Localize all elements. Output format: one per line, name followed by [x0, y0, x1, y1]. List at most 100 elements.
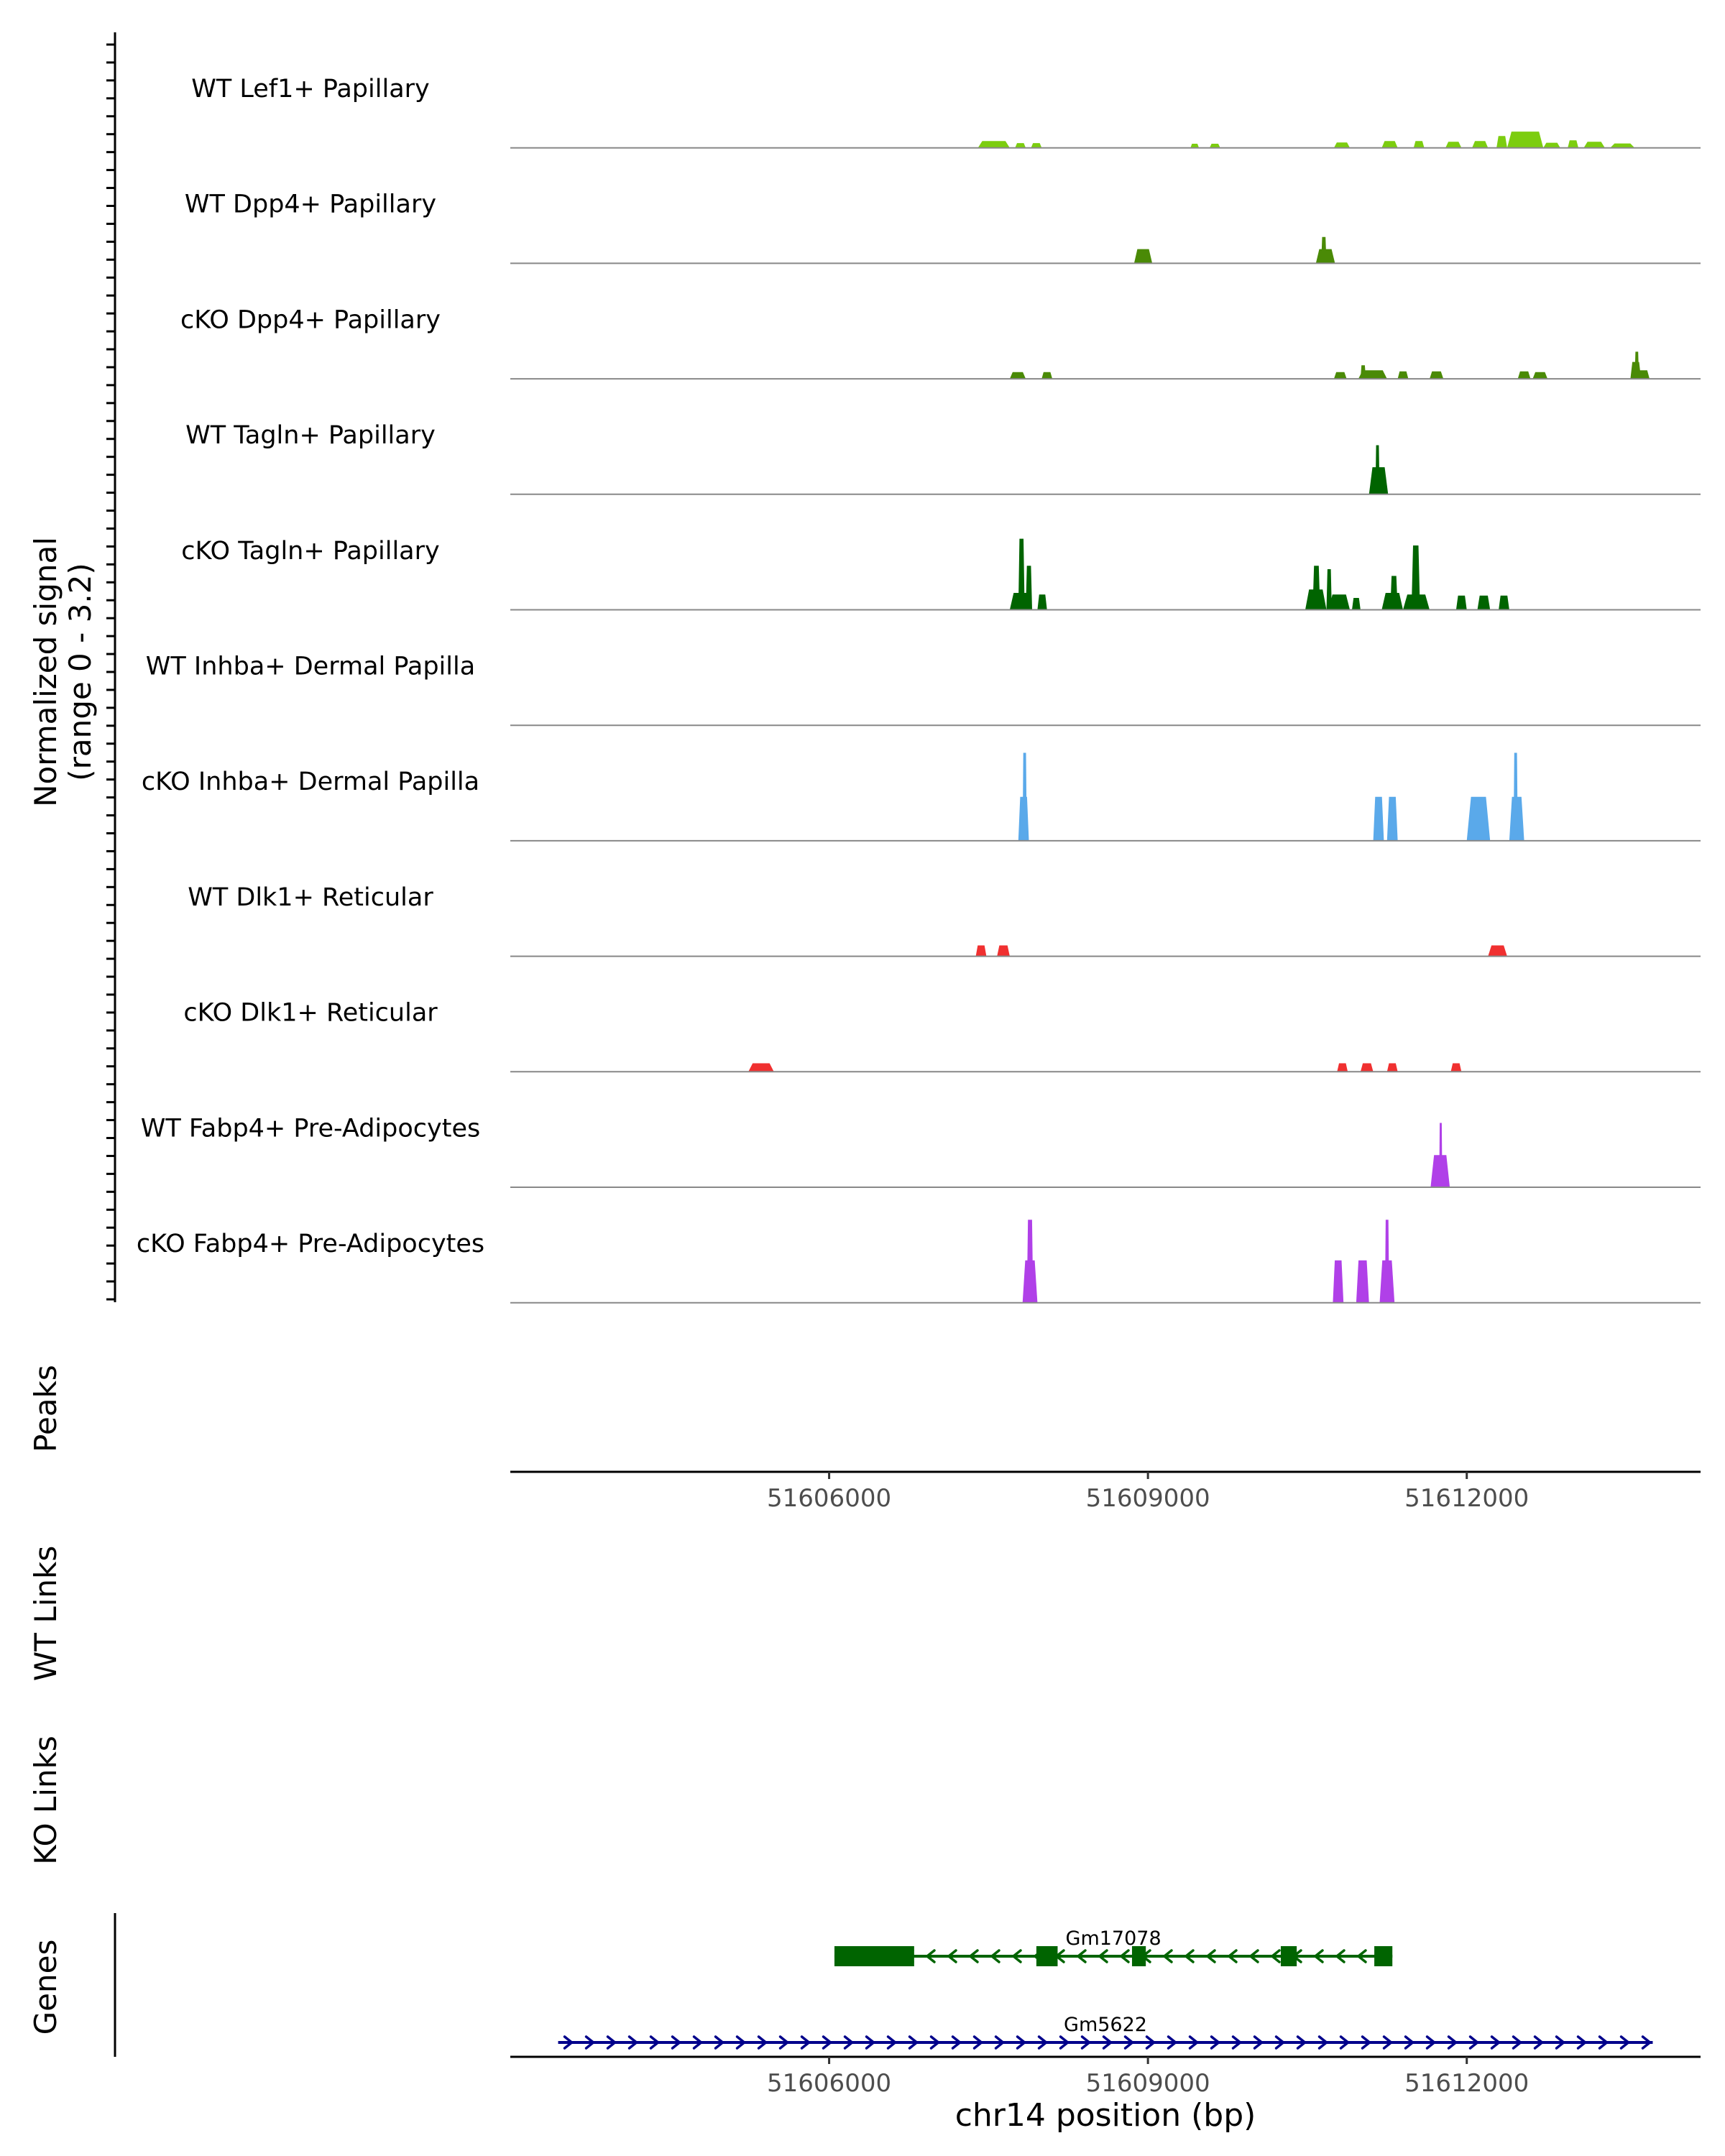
- signal-peak: [1375, 445, 1380, 494]
- gene-exon: [1280, 1946, 1297, 1966]
- signal-peak: [1356, 1260, 1369, 1303]
- signal-peak: [1450, 1063, 1462, 1072]
- signal-peak: [1031, 143, 1042, 148]
- signal-peak: [1015, 143, 1026, 148]
- signal-peak: [1190, 144, 1200, 148]
- signal-peak: [1439, 1123, 1443, 1187]
- track-3: cKO Dpp4+ Papillary: [180, 305, 1701, 380]
- gene-label: Gm17078: [1066, 1927, 1162, 1950]
- signal-peak: [1312, 566, 1320, 610]
- wt-links-panel-label: WT Links: [28, 1546, 63, 1681]
- strand-arrow-icon: [1080, 2035, 1092, 2050]
- strand-arrow-icon: [1339, 2035, 1351, 2050]
- signal-peak: [997, 945, 1010, 957]
- track-label: WT Dpp4+ Papillary: [185, 190, 436, 219]
- strand-arrow-icon: [1248, 1949, 1259, 1963]
- signal-peak: [1373, 796, 1384, 841]
- signal-peak: [1466, 796, 1491, 841]
- strand-arrow-icon: [1533, 2035, 1545, 2050]
- gene-exon: [1036, 1946, 1058, 1966]
- strand-arrow-icon: [692, 2035, 704, 2050]
- signal-peak: [1037, 594, 1047, 610]
- gene-exon: [1374, 1946, 1393, 1966]
- strand-arrow-icon: [1576, 2035, 1588, 2050]
- signal-peak: [1513, 752, 1518, 841]
- strand-arrow-icon: [865, 2035, 876, 2050]
- strand-arrow-icon: [1512, 2035, 1523, 2050]
- signal-peak: [1610, 143, 1635, 148]
- strand-arrow-icon: [1059, 2035, 1070, 2050]
- signal-peak: [1506, 132, 1544, 148]
- signal-peak: [1386, 1063, 1398, 1072]
- signal-peak: [1022, 752, 1027, 841]
- genes-x-axis-ticks: 51606000 51609000 51612000: [767, 2057, 1529, 2098]
- signal-peak: [1496, 136, 1507, 148]
- signal-peak: [1384, 1220, 1389, 1303]
- signal-peak: [1499, 595, 1509, 610]
- gene-models: Gm17078 Gm5622: [558, 1927, 1653, 2050]
- strand-arrow-icon: [1227, 1949, 1238, 1963]
- x-tick-label: 51612000: [1404, 1484, 1529, 1513]
- track-6: WT Inhba+ Dermal Papilla: [146, 653, 1701, 727]
- signal-peak: [748, 1063, 774, 1072]
- strand-arrow-icon: [1016, 2035, 1027, 2050]
- track-4: WT Tagln+ Papillary: [185, 421, 1701, 495]
- signal-peak: [1386, 796, 1398, 841]
- signal-peak: [1333, 372, 1347, 379]
- x-tick-label: 51612000: [1404, 2069, 1529, 2098]
- strand-arrow-icon: [1076, 1949, 1087, 1963]
- signal-y-axis: [106, 32, 116, 1302]
- strand-arrow-icon: [1184, 1949, 1195, 1963]
- strand-arrow-icon: [1037, 2035, 1049, 2050]
- ko-links-panel-label: KO Links: [28, 1736, 63, 1865]
- track-5: cKO Tagln+ Papillary: [181, 537, 1701, 611]
- signal-peak: [1321, 236, 1327, 264]
- signal-peak: [975, 945, 987, 957]
- strand-arrow-icon: [563, 2035, 574, 2050]
- strand-arrow-icon: [1404, 2035, 1415, 2050]
- strand-arrow-icon: [1231, 2035, 1243, 2050]
- signal-peak: [1517, 371, 1531, 379]
- signal-peak: [978, 141, 1010, 148]
- track-label: cKO Fabp4+ Pre-Adipocytes: [137, 1230, 484, 1258]
- signal-peak: [1337, 1063, 1348, 1072]
- strand-arrow-icon: [606, 2035, 617, 2050]
- signal-peak: [1333, 1260, 1344, 1303]
- gene-gm5622: Gm5622: [558, 2014, 1653, 2050]
- signal-peak: [1411, 545, 1420, 610]
- track-label: cKO Inhba+ Dermal Papilla: [142, 768, 479, 796]
- signal-peak: [1333, 142, 1351, 148]
- strand-arrow-icon: [1317, 2035, 1329, 2050]
- gene-gm17078: Gm17078: [834, 1927, 1393, 1966]
- strand-arrow-icon: [1011, 1949, 1022, 1963]
- signal-peak: [1634, 351, 1639, 379]
- signal-peak: [1209, 144, 1220, 148]
- track-label: WT Dlk1+ Reticular: [188, 883, 433, 912]
- strand-arrow-icon: [1490, 2035, 1501, 2050]
- strand-arrow-icon: [990, 1949, 1000, 1963]
- strand-arrow-icon: [1468, 2035, 1480, 2050]
- strand-arrow-icon: [1641, 2035, 1652, 2050]
- signal-peak: [1445, 142, 1462, 148]
- signal-peak: [1472, 141, 1489, 148]
- gene-exon: [834, 1946, 914, 1966]
- strand-arrow-icon: [908, 2035, 919, 2050]
- signal-peak: [1326, 569, 1332, 610]
- x-tick-label: 51609000: [1086, 1484, 1210, 1513]
- signal-peak: [1018, 538, 1025, 610]
- track-label: cKO Tagln+ Papillary: [181, 537, 440, 566]
- signal-peak: [1488, 945, 1507, 957]
- signal-peak: [1543, 142, 1560, 148]
- signal-peak: [1026, 566, 1032, 610]
- strand-arrow-icon: [1335, 1949, 1346, 1963]
- signal-tracks: WT Lef1+ Papillary WT Dpp4+ Papillary cKO …: [137, 75, 1701, 1304]
- strand-arrow-icon: [886, 2035, 898, 2050]
- signal-ylabel: Normalized signal: [28, 537, 63, 807]
- track-label: WT Inhba+ Dermal Papilla: [146, 653, 475, 681]
- strand-arrow-icon: [929, 2035, 941, 2050]
- track-10: WT Fabp4+ Pre-Adipocytes: [141, 1114, 1701, 1188]
- strand-arrow-icon: [1119, 1949, 1130, 1963]
- strand-arrow-icon: [1425, 2035, 1437, 2050]
- track-1: WT Lef1+ Papillary: [191, 75, 1701, 149]
